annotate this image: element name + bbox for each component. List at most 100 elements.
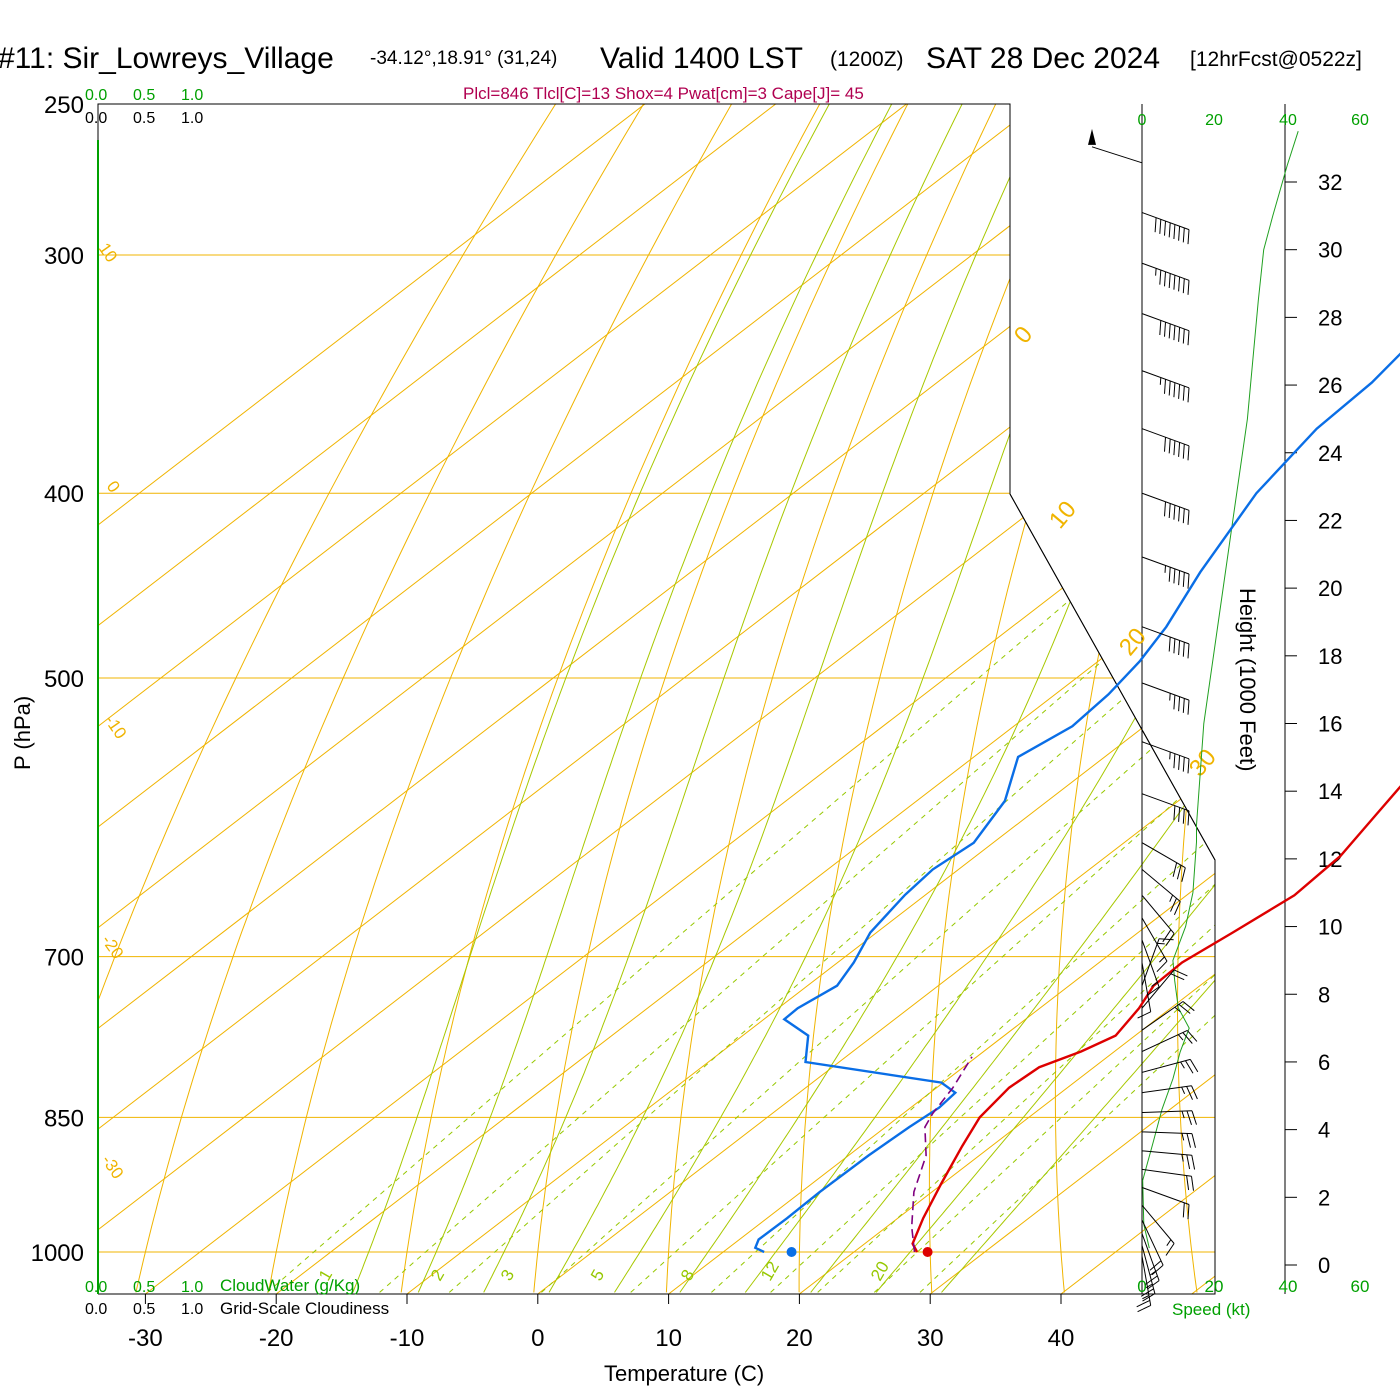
isotherm--110 — [98, 104, 886, 1294]
barb-flag — [1154, 217, 1157, 233]
wind-barb — [1088, 128, 1143, 164]
barb-flag — [1168, 380, 1171, 396]
height-tick-label: 20 — [1318, 576, 1342, 601]
cloudwater-scale-top: 0.5 — [133, 87, 155, 104]
mixing-ratio-line — [919, 492, 1215, 1293]
barb-flag — [1191, 1176, 1194, 1191]
barb-flag — [1182, 1001, 1195, 1012]
barb-flag — [1173, 969, 1188, 977]
wind-barb — [1137, 962, 1152, 1019]
barb-flag — [1173, 638, 1176, 654]
barb-flag — [1187, 758, 1190, 774]
wind-barb — [1141, 428, 1190, 461]
barb-flag — [1182, 757, 1185, 772]
cloudwater-scale-top: 0.0 — [85, 87, 107, 104]
height-tick-label: 22 — [1318, 508, 1342, 533]
height-tick-label: 24 — [1318, 441, 1342, 466]
barb-shaft — [1141, 262, 1190, 281]
isotherm--60 — [98, 104, 1215, 1294]
barb-flag — [1156, 960, 1168, 973]
barb-half-flag — [1169, 894, 1174, 902]
barb-half-flag — [1181, 1086, 1186, 1095]
barb-flag — [1164, 221, 1166, 236]
wind-barb — [1141, 939, 1160, 996]
height-tick-label: 4 — [1318, 1118, 1330, 1143]
sounding-profiles — [753, 131, 1400, 1257]
barb-flag — [1178, 276, 1181, 292]
barb-shaft — [1141, 741, 1190, 760]
barb-flag — [1170, 898, 1177, 912]
wind-barb — [1141, 1085, 1198, 1100]
isotherm-0 — [537, 104, 1215, 1294]
barb-flag — [1173, 325, 1176, 341]
pressure-tick-label: 700 — [44, 945, 84, 972]
barb-flag — [1176, 865, 1182, 880]
barb-half-flag — [1181, 1154, 1184, 1162]
isotherm-50 — [1191, 104, 1215, 1294]
wind-barb — [1141, 1204, 1175, 1256]
mixing-ratio-line — [266, 492, 1195, 1293]
barb-shaft — [1141, 556, 1190, 575]
pressure-tick-label: 300 — [44, 243, 84, 270]
wind-barb — [1141, 370, 1190, 403]
barb-flag — [1187, 573, 1190, 589]
barb-flag — [1164, 271, 1166, 287]
isotherm--30 — [145, 104, 1215, 1294]
barb-flag — [1182, 572, 1185, 587]
background-lines — [98, 70, 1400, 1294]
height-tick-label: 8 — [1318, 982, 1330, 1007]
pressure-tick-label: 850 — [44, 1105, 84, 1132]
dry-adiabat — [1296, 70, 1400, 1292]
barb-shaft — [1141, 894, 1175, 934]
barb-flag — [1164, 379, 1166, 394]
wind-barb — [1141, 917, 1168, 973]
wind-barb — [1141, 1131, 1196, 1148]
speed-axis-title: Speed (kt) — [1172, 1300, 1250, 1319]
zulu-time: (1200Z) — [830, 48, 904, 71]
barb-flag — [1173, 440, 1176, 456]
dewpoint-surface-marker — [786, 1247, 797, 1257]
wind-barb — [1141, 556, 1190, 589]
temperature-profile — [911, 785, 1400, 1253]
pressure-tick-label: 1000 — [31, 1240, 84, 1267]
x-tick-label: 10 — [655, 1325, 682, 1352]
isotherm--10 — [406, 104, 1215, 1294]
barb-flag — [1182, 508, 1185, 524]
cloudiness-scale-top: 0.0 — [85, 110, 107, 127]
isotherm-10 — [668, 104, 1215, 1294]
moist-adiabat — [875, 104, 1215, 1293]
dry-adiabat — [533, 104, 926, 1293]
station-title: #11: Sir_Lowreys_Village — [0, 42, 334, 75]
height-axis-title: Height (1000 Feet) — [1235, 588, 1260, 771]
barb-flag — [1182, 227, 1185, 243]
isotherm-label: 10 — [1044, 496, 1082, 534]
mixing-ratio-line — [630, 492, 1215, 1293]
mixing-ratio-label: 3 — [497, 1266, 518, 1284]
x-tick-label: 20 — [786, 1325, 813, 1352]
moist-adiabat — [483, 104, 980, 1293]
isotherm--100 — [98, 104, 1017, 1294]
wind-barb — [1141, 1150, 1196, 1170]
barb-flag — [1187, 280, 1190, 295]
mixing-ratio-line — [711, 492, 1215, 1293]
barb-flag — [1182, 642, 1185, 657]
speed-tick-top: 0 — [1138, 112, 1147, 129]
height-tick-label: 14 — [1318, 779, 1342, 804]
barb-shaft — [1141, 212, 1190, 231]
barb-flag — [1170, 973, 1185, 981]
barb-shaft — [1141, 370, 1190, 389]
barb-flag — [1182, 328, 1185, 344]
barb-flag — [1168, 503, 1171, 519]
barb-shaft — [1141, 917, 1168, 962]
dry-adiabat — [1177, 104, 1215, 1293]
barb-flag — [1168, 567, 1171, 582]
isotherm-20 — [799, 104, 1215, 1294]
barb-flag — [1162, 929, 1172, 943]
barb-flag — [1182, 698, 1185, 713]
barb-shaft — [1141, 962, 1152, 1012]
barb-half-flag — [1149, 1270, 1156, 1276]
cloudiness-label: Grid-Scale Cloudiness — [220, 1299, 389, 1318]
height-tick-label: 6 — [1318, 1050, 1330, 1075]
barb-flag — [1186, 1086, 1193, 1100]
